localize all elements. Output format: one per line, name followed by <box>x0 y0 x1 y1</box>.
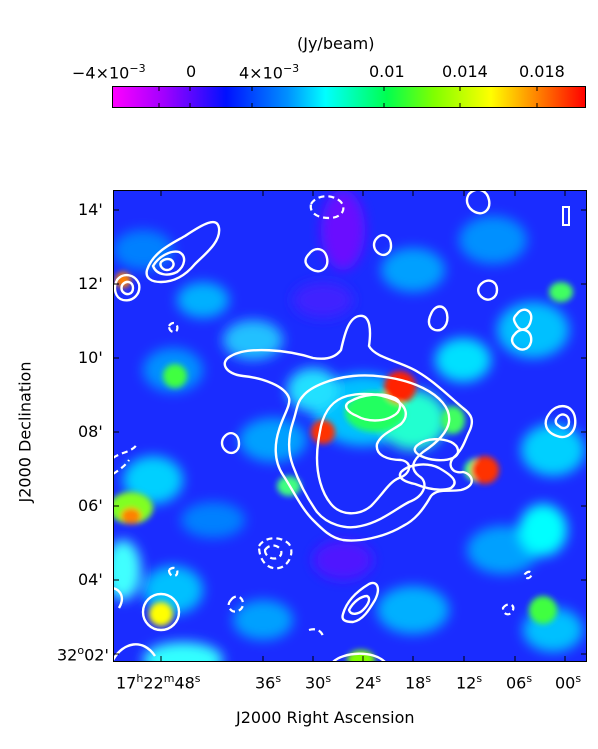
contours <box>113 190 577 662</box>
beam-marker <box>562 206 570 226</box>
colorbar-tick-label: 0.01 <box>369 62 405 81</box>
ra-tick-label: 17h22m48s <box>116 672 201 693</box>
beam-circle <box>141 592 181 632</box>
x-axis-label: J2000 Right Ascension <box>236 708 415 727</box>
ra-tick-label: 24s <box>355 672 382 693</box>
radio-map <box>113 190 587 662</box>
ra-tick-label: 36s <box>255 672 282 693</box>
source-green <box>441 406 465 434</box>
source-red <box>471 456 499 484</box>
ra-tick-label: 18s <box>405 672 432 693</box>
ra-tick-label: 06s <box>506 672 533 693</box>
negative-contours <box>113 195 533 637</box>
source-red <box>311 420 335 444</box>
map-frame <box>113 190 587 662</box>
dec-tick-label: 06' <box>78 496 103 515</box>
colorbar-tick-label: 0.018 <box>519 62 565 81</box>
dec-tick-label: 14' <box>78 200 103 219</box>
bright-sources <box>113 272 573 662</box>
colorbar-tick-label: 4×10−3 <box>239 62 300 83</box>
source-yellow <box>149 602 173 626</box>
contour-outer <box>223 314 474 542</box>
y-axis-label: J2000 Declination <box>15 361 35 503</box>
colorbar-gradient <box>112 86 586 108</box>
ra-tick-label: 30s <box>305 672 332 693</box>
source-green <box>529 596 557 624</box>
colorbar-unit-label: (Jy/beam) <box>297 34 375 53</box>
ra-tick-label: 00s <box>555 672 582 693</box>
source-green <box>163 364 187 388</box>
dec-tick-label: 04' <box>78 570 103 589</box>
source-green <box>549 282 573 302</box>
dec-tick-label: 10' <box>78 348 103 367</box>
colorbar-tick-labels: −4×10−3 0 4×10−3 0.01 0.014 0.018 <box>0 62 598 86</box>
colorbar-tick-label: 0 <box>186 62 197 81</box>
ra-tick-label: 12s <box>456 672 483 693</box>
dec-tick-label: 08' <box>78 422 103 441</box>
colorbar <box>112 86 586 108</box>
dec-tick-label: 32o02' <box>57 644 109 665</box>
colorbar-tick-label: 0.014 <box>442 62 488 81</box>
colorbar-tick-label: −4×10−3 <box>72 62 146 83</box>
contour-inner-2 <box>345 393 402 422</box>
dec-tick-label: 12' <box>78 274 103 293</box>
source-orange <box>121 508 141 524</box>
source-green <box>345 392 405 432</box>
